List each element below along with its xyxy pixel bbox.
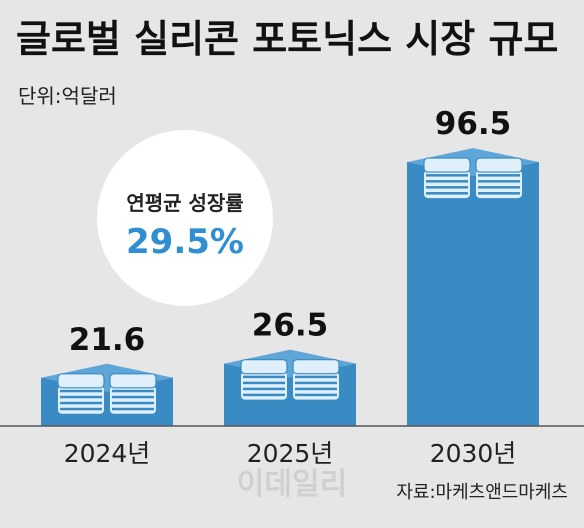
category-label: 2024년 (64, 439, 151, 468)
chip-stack-left-stripe (426, 192, 468, 195)
chip-stack-right-stripe (478, 192, 520, 195)
chip-stack-left-stripe (60, 389, 102, 393)
chip-stack-right-stripe (478, 186, 520, 189)
bar-body (407, 162, 539, 426)
chart-title: 글로벌 실리콘 포토닉스 시장 규모 (16, 17, 558, 61)
chip-stack-left (57, 373, 105, 414)
chip-stack-left-side (58, 385, 104, 414)
watermark: 이데일리 (237, 467, 347, 502)
bar-2025년 (224, 349, 356, 426)
chip-stack-right-stripe (295, 387, 337, 391)
category-label: 2025년 (247, 439, 334, 468)
bar-2024년 (41, 363, 173, 426)
chip-stack-left-stripe (243, 375, 285, 379)
chip-stack-right-stripe (478, 174, 520, 177)
source-text: 자료:마케츠앤드마케츠 (396, 482, 568, 503)
chip-stack-left-stripe (426, 186, 468, 189)
chip-stack-right-stripe (112, 401, 154, 405)
chip-stack-left-side (241, 371, 287, 400)
chip-stack-right-top (292, 359, 340, 375)
chip-stack-right (292, 359, 340, 400)
chip-stack-left-stripe (60, 395, 102, 399)
chip-stack-right-side (110, 385, 156, 414)
chip-stack-right-side (293, 371, 339, 400)
bars-layer (41, 148, 539, 426)
chip-stack-left-stripe (243, 381, 285, 385)
value-label: 26.5 (252, 308, 329, 344)
chip-stack-left-stripe (426, 180, 468, 183)
cagr-value: 29.5% (126, 222, 244, 262)
cagr-label: 연평균 성장률 (126, 191, 243, 215)
chip-stack-right-stripe (478, 180, 520, 183)
labels-layer: 21.6 2024년 26.5 2025년 96.5 2030년 (64, 106, 517, 468)
chip-stack-right-top (109, 373, 157, 389)
chip-stack-left-side (424, 170, 470, 199)
chip-stack-right-top (475, 157, 523, 173)
chip-stack-left-stripe (243, 393, 285, 397)
cagr-circle (97, 130, 273, 306)
chip-stack-right (109, 373, 157, 414)
value-label: 96.5 (435, 106, 512, 142)
chip-stack-right-stripe (295, 381, 337, 385)
chip-stack-left-stripe (426, 174, 468, 177)
chip-stack-right-stripe (112, 395, 154, 399)
chip-stack-left-top (423, 157, 471, 173)
chip-stack-left (240, 359, 288, 400)
category-label: 2030년 (430, 439, 517, 468)
chip-stack-left-top (240, 359, 288, 375)
chip-stack-right-side (476, 170, 522, 199)
chip-stack-right-stripe (295, 375, 337, 379)
chip-stack-left-stripe (243, 387, 285, 391)
value-label: 21.6 (69, 322, 146, 358)
chip-stack-right-stripe (112, 407, 154, 411)
chip-stack-right (475, 157, 523, 199)
chip-stack-left-top (57, 373, 105, 389)
chip-stack-left-stripe (60, 401, 102, 405)
bar-2030년 (407, 148, 539, 426)
chip-stack-left (423, 157, 471, 199)
chip-stack-right-stripe (112, 389, 154, 393)
chip-stack-left-stripe (60, 407, 102, 411)
chip-stack-right-stripe (295, 393, 337, 397)
unit-label: 단위:억달러 (18, 84, 117, 108)
